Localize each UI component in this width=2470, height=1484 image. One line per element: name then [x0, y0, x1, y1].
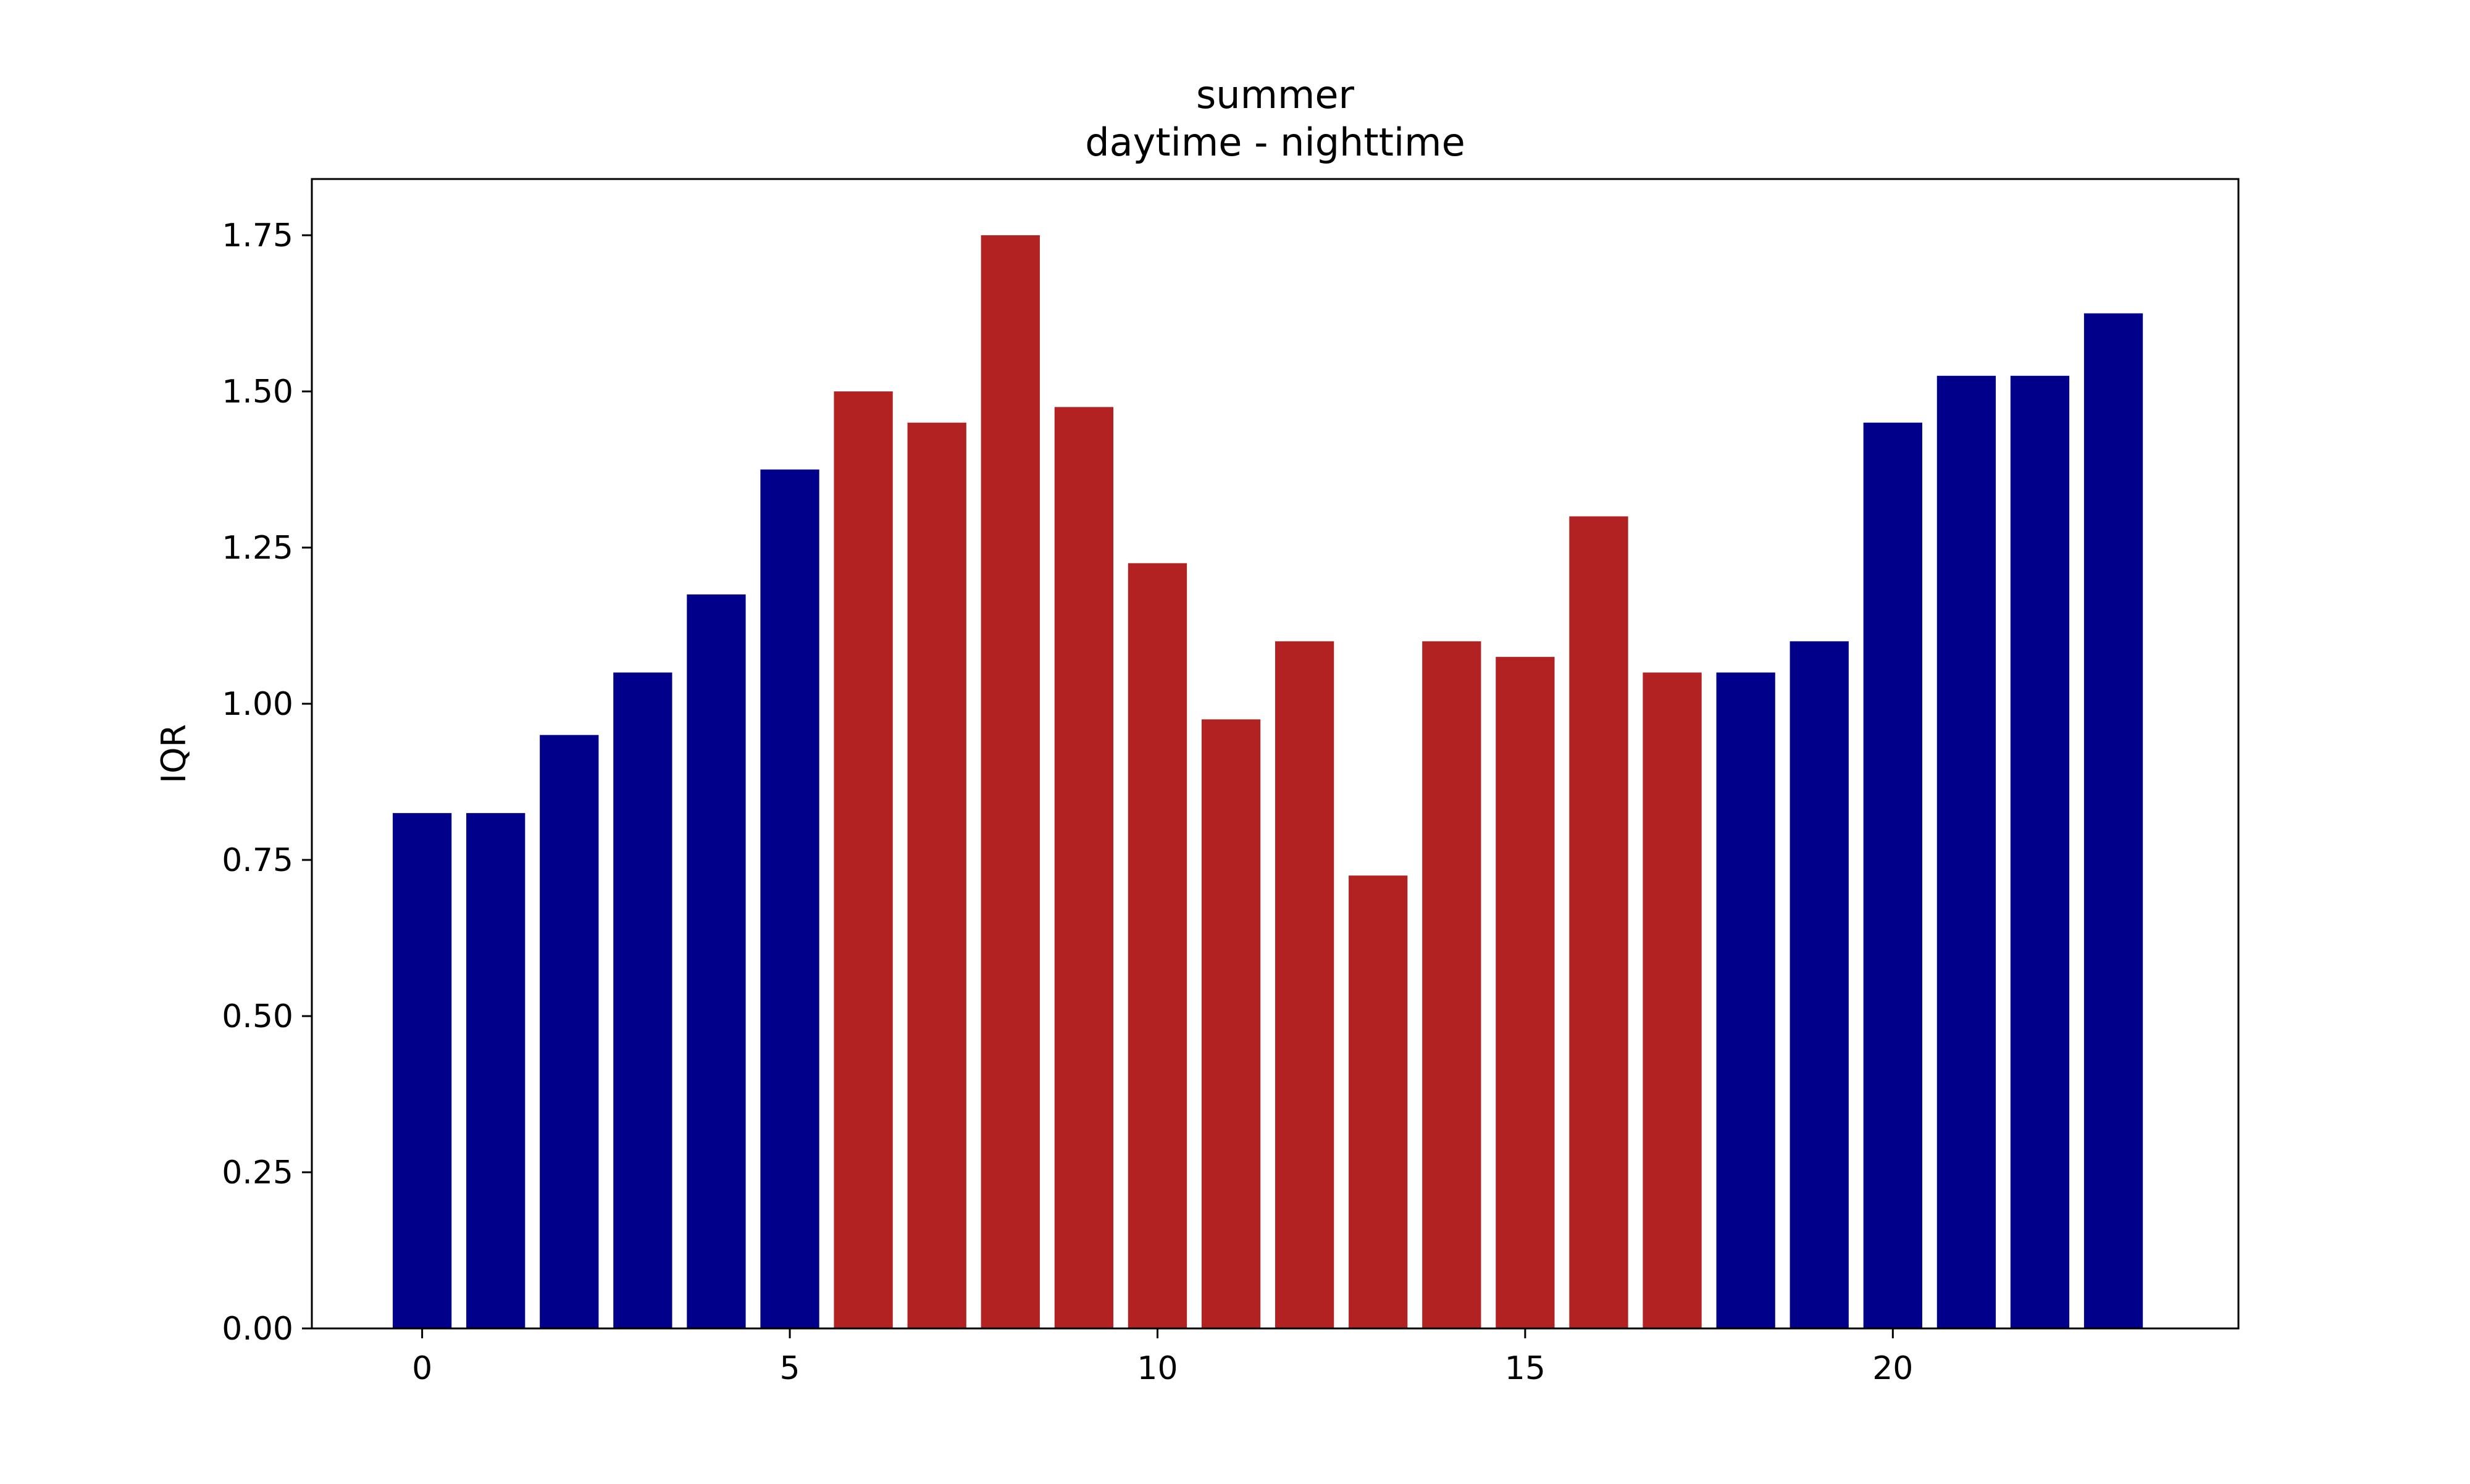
y-tick-label: 0.00: [222, 1311, 293, 1348]
bar-hour-7: [907, 422, 966, 1329]
bar-hour-12: [1275, 641, 1334, 1328]
y-tick-label: 1.50: [222, 373, 293, 411]
bar-hour-19: [1790, 641, 1849, 1328]
plot-frame: [311, 178, 2240, 1330]
bar-hour-5: [760, 469, 819, 1328]
y-tick-label: 1.25: [222, 530, 293, 567]
x-tick-label: 5: [780, 1350, 800, 1387]
bar-hour-16: [1569, 516, 1628, 1329]
x-tick-label: 0: [412, 1350, 432, 1387]
y-tick-label: 0.25: [222, 1154, 293, 1191]
bar-hour-10: [1128, 563, 1187, 1328]
bar-hour-2: [540, 735, 599, 1328]
bar-hour-4: [687, 594, 746, 1329]
chart-title: summer: [1196, 72, 1355, 117]
y-axis-ticks: 0.00 0.25 0.50 0.75 1.00 1.25 1.50 1.75: [222, 217, 312, 1348]
bar-hour-9: [1054, 407, 1114, 1328]
bar-hour-1: [466, 813, 525, 1328]
y-tick-label: 1.00: [222, 686, 293, 723]
bar-hour-13: [1349, 875, 1408, 1328]
bar-hour-14: [1422, 641, 1481, 1328]
y-axis-label: IQR: [154, 724, 193, 783]
x-tick-label: 10: [1137, 1350, 1178, 1387]
bar-hour-21: [1936, 375, 1996, 1328]
bar-hour-11: [1201, 719, 1261, 1328]
x-tick-label: 20: [1872, 1350, 1913, 1387]
bar-hour-3: [613, 672, 672, 1328]
bar-hour-8: [981, 235, 1040, 1329]
bar-hour-15: [1496, 657, 1555, 1328]
bar-hour-18: [1716, 672, 1775, 1328]
x-axis-ticks: 0 5 10 15 20: [412, 1328, 1913, 1387]
x-tick-label: 15: [1505, 1350, 1546, 1387]
bars-group: [392, 235, 2143, 1329]
bar-hour-22: [2010, 375, 2070, 1328]
chart-subtitle: daytime - nighttime: [1085, 120, 1465, 165]
y-tick-label: 0.50: [222, 998, 293, 1035]
bar-hour-23: [2083, 313, 2143, 1328]
y-tick-label: 0.75: [222, 842, 293, 879]
y-tick-label: 1.75: [222, 217, 293, 254]
bar-hour-20: [1863, 422, 1922, 1329]
bar-hour-6: [834, 391, 893, 1328]
bar-hour-17: [1643, 672, 1702, 1328]
bar-hour-0: [392, 813, 452, 1328]
